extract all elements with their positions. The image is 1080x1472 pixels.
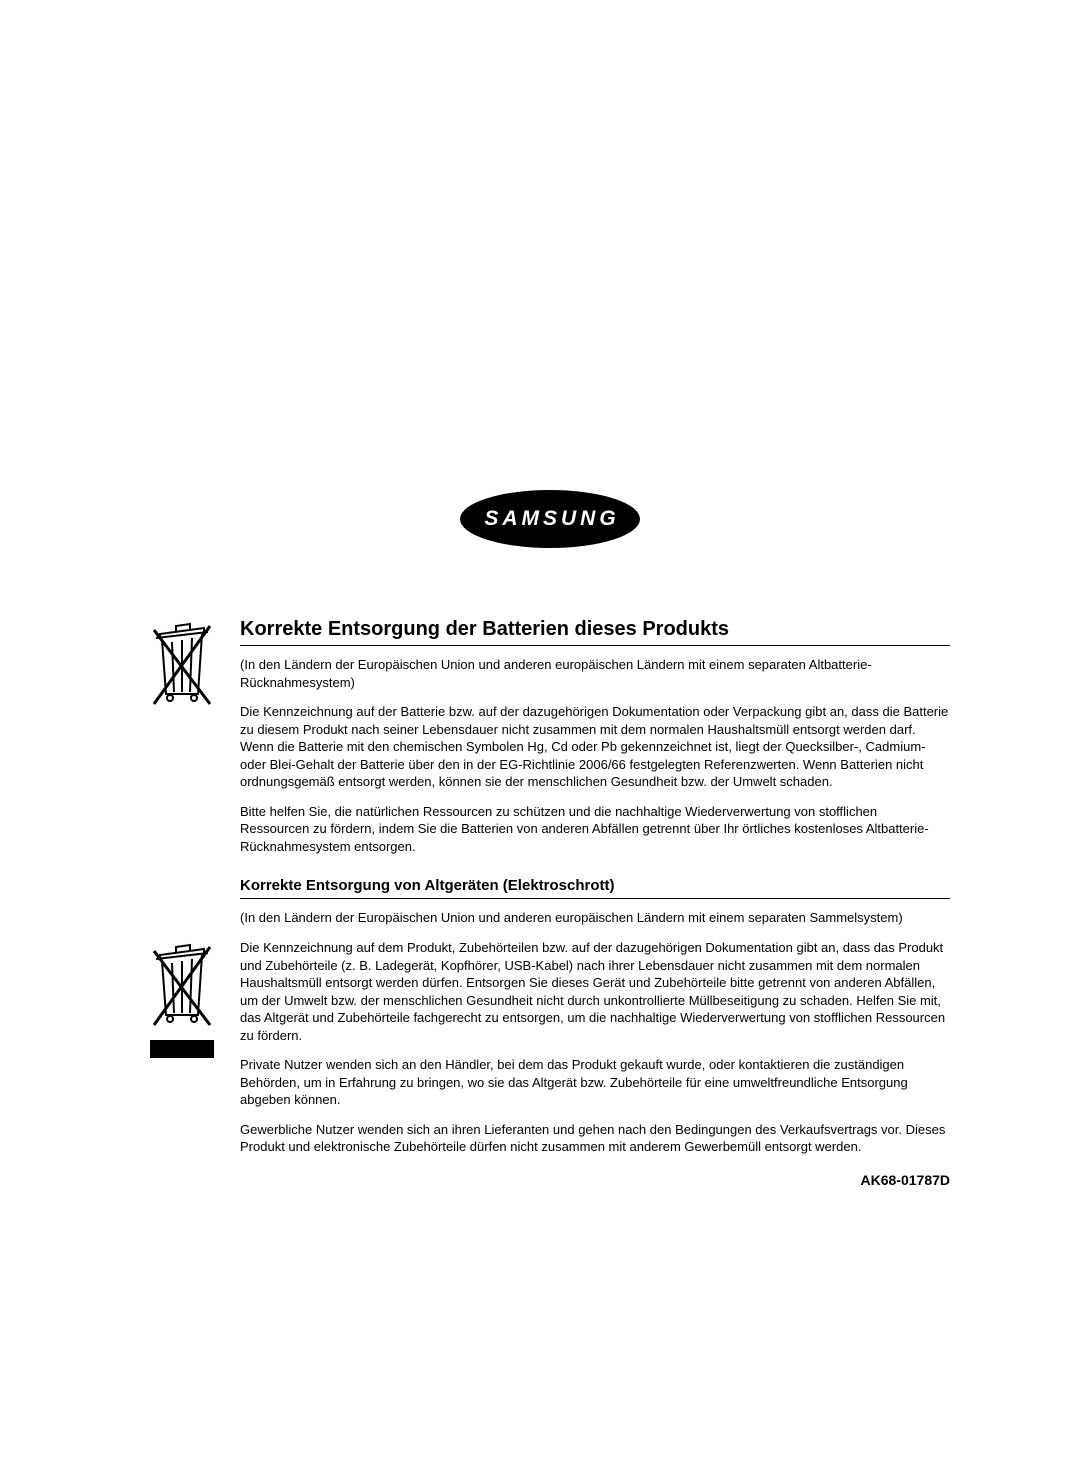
section-title: Korrekte Entsorgung von Altgeräten (Elek… (240, 877, 950, 899)
device-text: Die Kennzeichnung auf dem Produkt, Zubeh… (240, 939, 950, 1188)
para: Die Kennzeichnung auf dem Produkt, Zubeh… (240, 939, 950, 1044)
samsung-logo: SAMSUNG (460, 490, 640, 548)
section-title: Korrekte Entsorgung der Batterien dieses… (240, 618, 950, 646)
logo-row: SAMSUNG (150, 490, 950, 548)
battery-icon-slot (150, 618, 220, 717)
weee-bar-icon (150, 1040, 214, 1058)
section-battery: Korrekte Entsorgung der Batterien dieses… (150, 618, 950, 939)
section-device: Die Kennzeichnung auf dem Produkt, Zubeh… (150, 939, 950, 1188)
samsung-logo-text: SAMSUNG (484, 507, 619, 531)
crossed-bin-icon (150, 943, 214, 1033)
para: (In den Ländern der Europäischen Union u… (240, 909, 950, 927)
document-id: AK68-01787D (240, 1172, 950, 1188)
device-icon-slot (150, 939, 220, 1058)
para: Bitte helfen Sie, die natürlichen Ressou… (240, 803, 950, 856)
crossed-bin-icon (150, 622, 214, 712)
para: Private Nutzer wenden sich an den Händle… (240, 1056, 950, 1109)
para: Die Kennzeichnung auf der Batterie bzw. … (240, 703, 950, 791)
para: Gewerbliche Nutzer wenden sich an ihren … (240, 1121, 950, 1156)
battery-text: Korrekte Entsorgung der Batterien dieses… (240, 618, 950, 939)
para: (In den Ländern der Europäischen Union u… (240, 656, 950, 691)
document-page: SAMSUNG (150, 490, 950, 1188)
